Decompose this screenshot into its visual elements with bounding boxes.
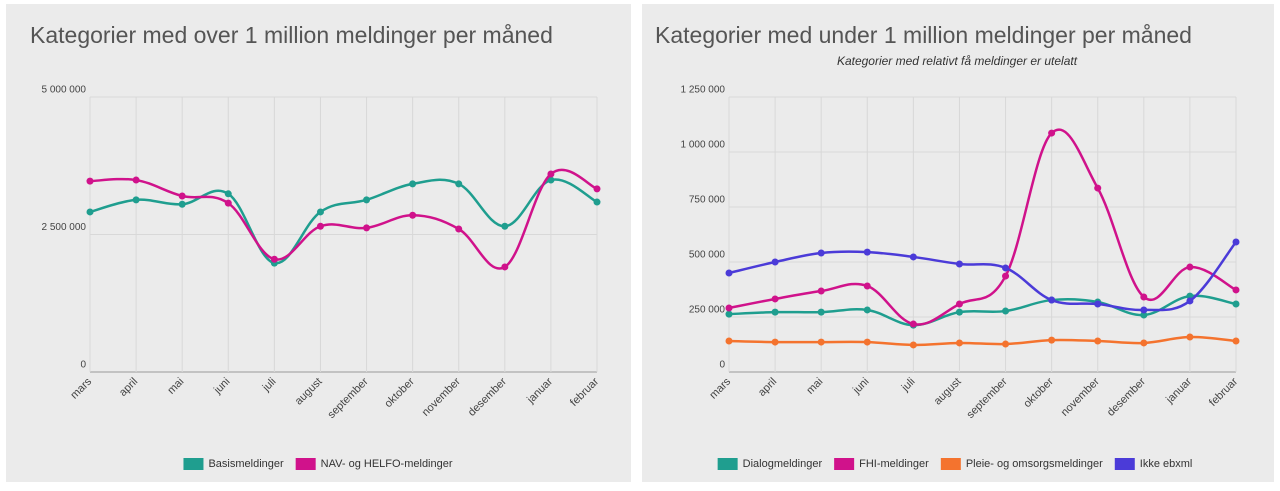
data-point <box>1002 272 1010 280</box>
y-tick-label: 1 250 000 <box>681 85 726 96</box>
data-point <box>1232 300 1240 308</box>
legend-label: FHI-meldinger <box>859 458 929 470</box>
data-point <box>725 310 733 318</box>
legend-label: Basismeldinger <box>208 458 284 470</box>
data-point <box>593 185 601 193</box>
data-point <box>1140 306 1148 314</box>
data-point <box>955 339 963 347</box>
data-point <box>593 198 601 206</box>
data-point <box>547 176 555 184</box>
legend-swatch <box>940 458 961 470</box>
data-point <box>1048 296 1056 304</box>
data-point <box>86 177 94 185</box>
data-point <box>1048 336 1056 344</box>
data-point <box>1232 337 1240 345</box>
data-point <box>547 170 555 178</box>
data-point <box>1002 264 1010 272</box>
data-point <box>178 192 186 200</box>
data-point <box>909 253 917 261</box>
data-point <box>1232 238 1240 246</box>
data-point <box>909 320 917 328</box>
data-point <box>725 269 733 277</box>
y-tick-label: 500 000 <box>689 250 726 261</box>
chart-title: Kategorier med under 1 million meldinger… <box>655 22 1192 48</box>
data-point <box>270 255 278 263</box>
legend-label: Ikke ebxml <box>1140 458 1193 470</box>
data-point <box>817 287 825 295</box>
data-point <box>1232 286 1240 294</box>
legend-swatch <box>295 458 316 470</box>
legend-swatch <box>717 458 738 470</box>
data-point <box>1002 307 1010 315</box>
legend-label: Pleie- og omsorgsmeldinger <box>966 458 1103 470</box>
data-point <box>771 258 779 266</box>
data-point <box>316 222 324 230</box>
data-point <box>955 300 963 308</box>
legend-swatch <box>1114 458 1135 470</box>
y-tick-label: 2 500 000 <box>42 222 87 233</box>
data-point <box>817 308 825 316</box>
data-point <box>1140 293 1148 301</box>
data-point <box>1002 340 1010 348</box>
data-point <box>955 308 963 316</box>
data-point <box>455 225 463 233</box>
legend-swatch <box>834 458 855 470</box>
data-point <box>863 248 871 256</box>
data-point <box>178 200 186 208</box>
data-point <box>1094 300 1102 308</box>
data-point <box>817 338 825 346</box>
panel-right <box>642 4 1274 482</box>
data-point <box>725 337 733 345</box>
data-point <box>863 306 871 314</box>
data-point <box>224 199 232 207</box>
data-point <box>1140 311 1148 319</box>
data-point <box>501 222 509 230</box>
data-point <box>1186 333 1194 341</box>
y-tick-label: 5 000 000 <box>42 85 87 96</box>
data-point <box>86 208 94 216</box>
data-point <box>132 176 140 184</box>
legend-label: Dialogmeldinger <box>743 458 823 470</box>
data-point <box>224 190 232 198</box>
legend-label: NAV- og HELFO-meldinger <box>321 458 453 470</box>
data-point <box>817 249 825 257</box>
data-point <box>771 295 779 303</box>
data-point <box>955 260 963 268</box>
data-point <box>725 304 733 312</box>
data-point <box>863 282 871 290</box>
y-tick-label: 250 000 <box>689 305 726 316</box>
y-tick-label: 1 000 000 <box>681 140 726 151</box>
data-point <box>316 208 324 216</box>
data-point <box>1186 292 1194 300</box>
data-point <box>363 196 371 204</box>
y-tick-label: 0 <box>719 360 725 371</box>
data-point <box>1186 263 1194 271</box>
y-tick-label: 0 <box>80 360 86 371</box>
data-point <box>409 211 417 219</box>
chart-subtitle: Kategorier med relativt få meldinger er … <box>837 54 1078 68</box>
data-point <box>1186 297 1194 305</box>
data-point <box>132 196 140 204</box>
data-point <box>455 180 463 188</box>
data-point <box>863 338 871 346</box>
chart-title: Kategorier med over 1 million meldinger … <box>30 22 553 48</box>
data-point <box>1048 129 1056 137</box>
data-point <box>771 308 779 316</box>
series-line <box>728 294 1237 327</box>
series-line <box>728 335 1237 347</box>
data-point <box>409 180 417 188</box>
data-point <box>1094 184 1102 192</box>
data-point <box>501 263 509 271</box>
data-point <box>909 341 917 349</box>
data-point <box>1140 339 1148 347</box>
y-tick-label: 750 000 <box>689 195 726 206</box>
panel-left <box>6 4 631 482</box>
data-point <box>771 338 779 346</box>
legend-swatch <box>183 458 204 470</box>
data-point <box>363 224 371 232</box>
data-point <box>1094 337 1102 345</box>
